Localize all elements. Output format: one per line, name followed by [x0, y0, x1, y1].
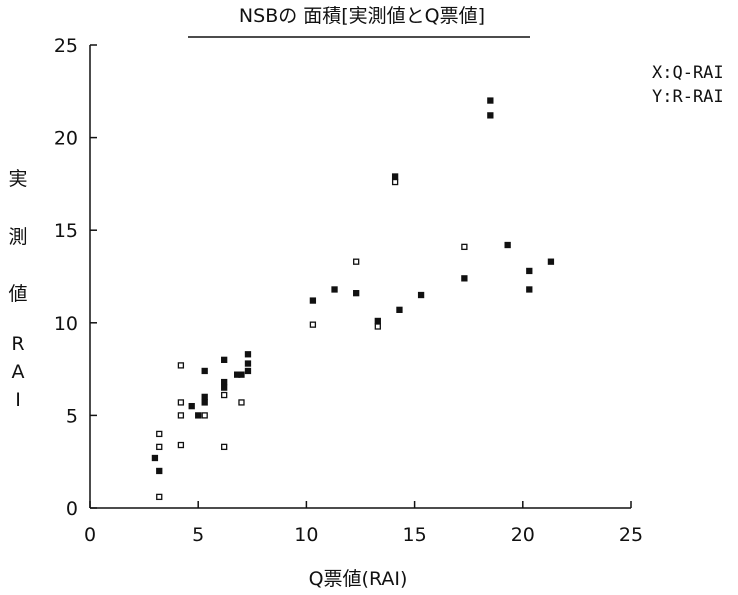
data-point: [461, 275, 468, 282]
data-point: [156, 467, 163, 475]
legend: X:Q-RAI Y:R-RAI: [652, 63, 724, 107]
data-point: [221, 384, 228, 391]
y-tick-label: 15: [54, 220, 78, 242]
y-axis-label-char: 測: [8, 226, 27, 248]
data-point: [547, 258, 555, 265]
y-tick-label: 10: [54, 313, 78, 335]
data-point: [156, 493, 163, 501]
data-point: [244, 360, 252, 367]
data-point: [201, 367, 208, 375]
data-point: [195, 412, 202, 419]
data-point: [353, 290, 360, 297]
data-point: [391, 173, 399, 180]
data-point: [526, 286, 533, 293]
data-point: [177, 399, 185, 406]
data-point: [201, 399, 208, 406]
y-axis-label-char: A: [12, 361, 25, 383]
data-point: [238, 371, 245, 378]
data-point: [374, 317, 381, 325]
y-tick-label: 20: [54, 128, 78, 150]
x-tick-label: 5: [192, 524, 204, 546]
data-point: [156, 443, 163, 451]
data-point: [201, 393, 208, 401]
data-point: [156, 430, 163, 438]
data-point: [201, 412, 208, 419]
data-point: [504, 241, 511, 249]
y-axis-label-char: 実: [8, 168, 27, 190]
data-point: [244, 367, 252, 375]
data-point: [487, 112, 494, 119]
data-point: [177, 441, 185, 449]
x-tick-label: 0: [84, 524, 96, 546]
data-point: [177, 412, 185, 419]
x-tick-label: 10: [294, 524, 318, 546]
y-axis-label-char: I: [15, 389, 21, 411]
data-point: [331, 286, 338, 293]
y-tick-label: 25: [54, 35, 78, 57]
data-point: [417, 291, 425, 299]
data-point: [151, 454, 159, 462]
data-point: [353, 258, 360, 265]
data-point: [221, 443, 228, 451]
data-point: [487, 97, 494, 104]
x-tick-label: 20: [511, 524, 535, 546]
y-tick-label: 0: [66, 498, 78, 520]
data-point: [374, 323, 381, 330]
data-point: [391, 178, 399, 186]
x-tick-label: 15: [403, 524, 427, 546]
data-point: [526, 267, 533, 275]
y-axis-label-char: 値: [8, 283, 27, 305]
y-axis-label-char: R: [11, 333, 24, 355]
chart-title: NSBの 面積[実測値とQ票値]: [239, 5, 485, 27]
data-point: [221, 378, 228, 386]
x-tick-label: 25: [619, 524, 643, 546]
data-point: [188, 402, 195, 410]
legend-item: X:Q-RAI: [652, 63, 724, 83]
data-point: [244, 351, 252, 358]
y-tick-label: 5: [66, 405, 78, 427]
data-point: [309, 321, 317, 328]
axis-ticks: 0 5 10 15 20 25 0 5 10 15 20 25: [54, 35, 643, 546]
data-point: [396, 306, 403, 313]
data-point: [221, 356, 228, 363]
x-axis-label: Q票値(RAI): [309, 568, 408, 590]
data-point: [461, 243, 468, 251]
data-point: [238, 399, 245, 406]
data-point: [177, 362, 185, 369]
data-points: [151, 97, 555, 501]
data-point: [221, 391, 228, 399]
data-point: [309, 297, 317, 304]
y-axis-label: 実測値 RAI: [8, 168, 27, 411]
legend-item: Y:R-RAI: [652, 87, 724, 107]
